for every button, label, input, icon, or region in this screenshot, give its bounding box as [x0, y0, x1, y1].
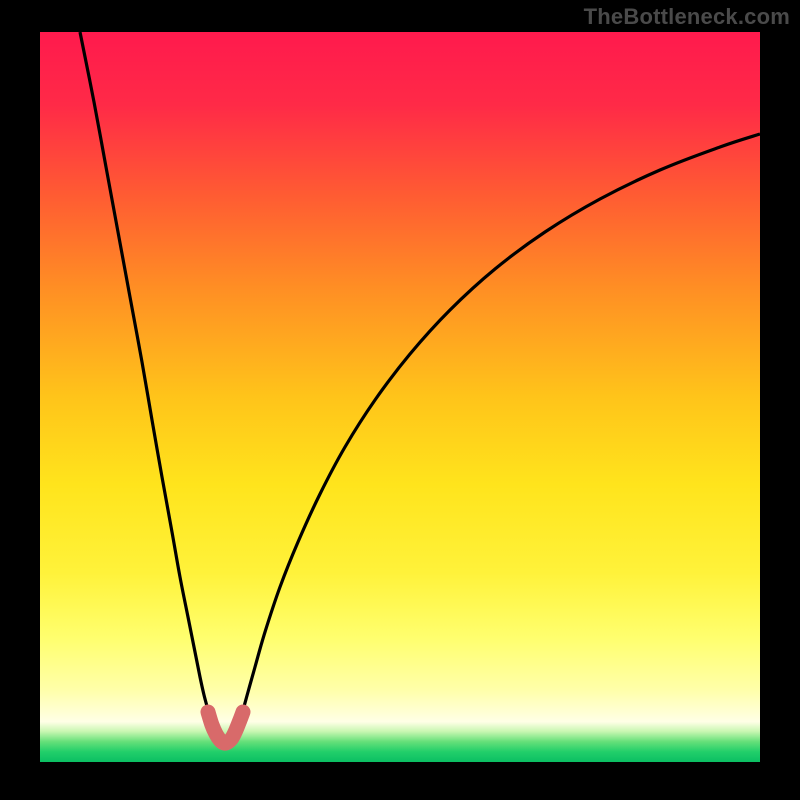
watermark-text: TheBottleneck.com	[584, 4, 790, 30]
chart-svg	[40, 32, 760, 762]
chart-container: TheBottleneck.com	[0, 0, 800, 800]
valley-marker-endpoint-left	[201, 705, 215, 719]
valley-marker-endpoint-right	[236, 705, 250, 719]
plot-area	[40, 32, 760, 762]
